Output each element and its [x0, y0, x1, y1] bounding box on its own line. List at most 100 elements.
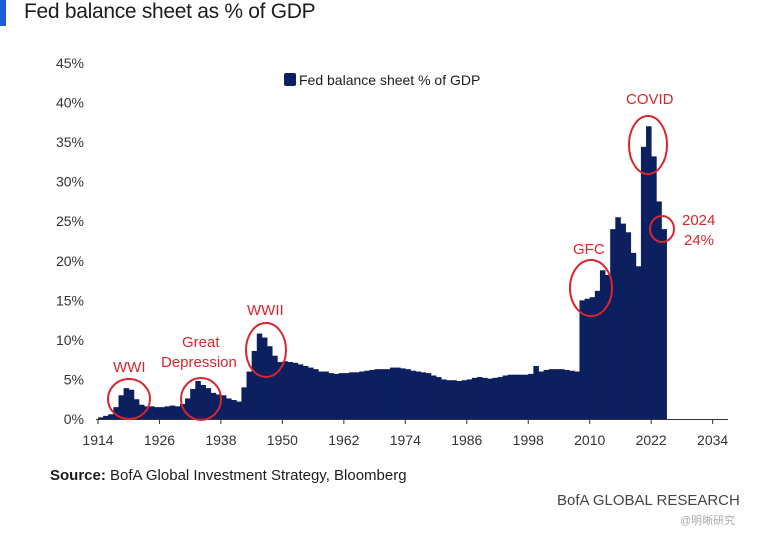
- bar: [635, 266, 642, 419]
- bar: [477, 377, 483, 419]
- bar: [482, 377, 488, 419]
- bar: [328, 373, 335, 419]
- bar: [318, 371, 324, 419]
- annotation-covid-circle: [628, 115, 668, 175]
- bar: [543, 369, 550, 419]
- bar: [461, 380, 468, 419]
- x-tick-label: 1950: [267, 432, 298, 448]
- bar: [133, 399, 140, 419]
- bar: [267, 346, 273, 419]
- bar: [651, 156, 657, 419]
- bar-series: [98, 126, 667, 420]
- bar: [405, 369, 411, 419]
- bar: [446, 380, 452, 419]
- bar: [354, 372, 360, 419]
- bar: [451, 380, 457, 419]
- annotation-wwi: WWI: [113, 359, 145, 376]
- bar: [400, 368, 406, 419]
- bar: [343, 373, 350, 419]
- legend: Fed balance sheet % of GDP: [284, 72, 480, 88]
- bar: [574, 371, 580, 419]
- bar: [528, 373, 534, 419]
- bar: [200, 384, 206, 419]
- bar: [179, 403, 186, 419]
- bar: [113, 407, 119, 419]
- bar: [558, 369, 565, 419]
- bar: [190, 388, 196, 419]
- source-note: Source: BofA Global Investment Strategy,…: [50, 467, 407, 484]
- bar: [512, 374, 519, 419]
- y-tick-label: 35%: [56, 134, 84, 150]
- x-tick-label: 1938: [205, 432, 236, 448]
- bar: [594, 290, 601, 419]
- bar: [564, 369, 570, 419]
- bar: [548, 369, 555, 419]
- watermark: @明晰研究: [680, 515, 736, 527]
- bar: [313, 369, 319, 419]
- bar: [599, 270, 606, 419]
- x-axis: 1914 1926 1938 1950 1962 1974 1986 1998 2010 2022…: [82, 419, 728, 448]
- bar: [410, 370, 416, 419]
- bar: [251, 350, 258, 419]
- annotation-wwi-circle: [107, 378, 151, 420]
- y-axis: 0% 5% 10% 15% 20% 25% 30% 35% 40% 45%: [56, 55, 84, 427]
- bar: [144, 406, 150, 419]
- bar: [656, 201, 662, 419]
- annotation-great-depression-circle: [180, 377, 222, 421]
- bar: [138, 404, 145, 419]
- bar: [103, 415, 109, 419]
- x-tick-label: 1974: [390, 432, 421, 448]
- annotation-2024-pct: 24%: [684, 232, 714, 249]
- bar: [210, 392, 217, 419]
- y-tick-label: 10%: [56, 332, 84, 348]
- annotation-2024-circle: [649, 215, 675, 243]
- bar: [630, 252, 637, 419]
- bar: [308, 367, 314, 419]
- bar: [220, 395, 227, 419]
- brand-label: BofA GLOBAL RESEARCH: [557, 492, 740, 509]
- y-tick-label: 15%: [56, 292, 84, 308]
- bar: [610, 229, 616, 419]
- bar: [430, 375, 437, 419]
- bar: [292, 362, 299, 419]
- annotation-wwii: WWII: [247, 302, 284, 319]
- bar: [169, 405, 176, 419]
- bar: [466, 379, 473, 419]
- source-label: Source:: [50, 467, 106, 484]
- source-text: BofA Global Investment Strategy, Bloombe…: [105, 467, 407, 484]
- bar: [415, 371, 422, 419]
- bar: [374, 369, 381, 419]
- annotation-depression: Depression: [161, 354, 237, 371]
- bar: [195, 381, 201, 419]
- bar: [507, 374, 514, 419]
- annotation-covid: COVID: [626, 91, 674, 108]
- bar: [620, 223, 626, 419]
- bar: [236, 401, 242, 419]
- bar: [302, 365, 309, 419]
- x-tick-label: 2034: [697, 432, 728, 448]
- bar: [389, 367, 396, 419]
- bar: [231, 400, 237, 419]
- bar: [108, 414, 114, 419]
- bar: [185, 398, 191, 419]
- bar: [379, 369, 386, 419]
- bar: [205, 388, 212, 419]
- title-accent-bar: [0, 0, 6, 26]
- bar: [123, 388, 130, 419]
- y-tick-label: 45%: [56, 55, 84, 71]
- bar: [297, 364, 304, 419]
- legend-label: Fed balance sheet % of GDP: [299, 72, 480, 88]
- annotation-wwii-circle: [245, 322, 287, 378]
- bar: [640, 146, 647, 419]
- bar: [338, 373, 345, 419]
- bar: [456, 381, 463, 419]
- bar: [569, 370, 575, 419]
- y-tick-label: 0%: [64, 411, 84, 427]
- bar: [282, 361, 288, 419]
- bar: [323, 371, 329, 419]
- bar: [502, 375, 509, 419]
- bar: [333, 373, 340, 419]
- x-tick-label: 1926: [144, 432, 175, 448]
- bar: [348, 372, 355, 419]
